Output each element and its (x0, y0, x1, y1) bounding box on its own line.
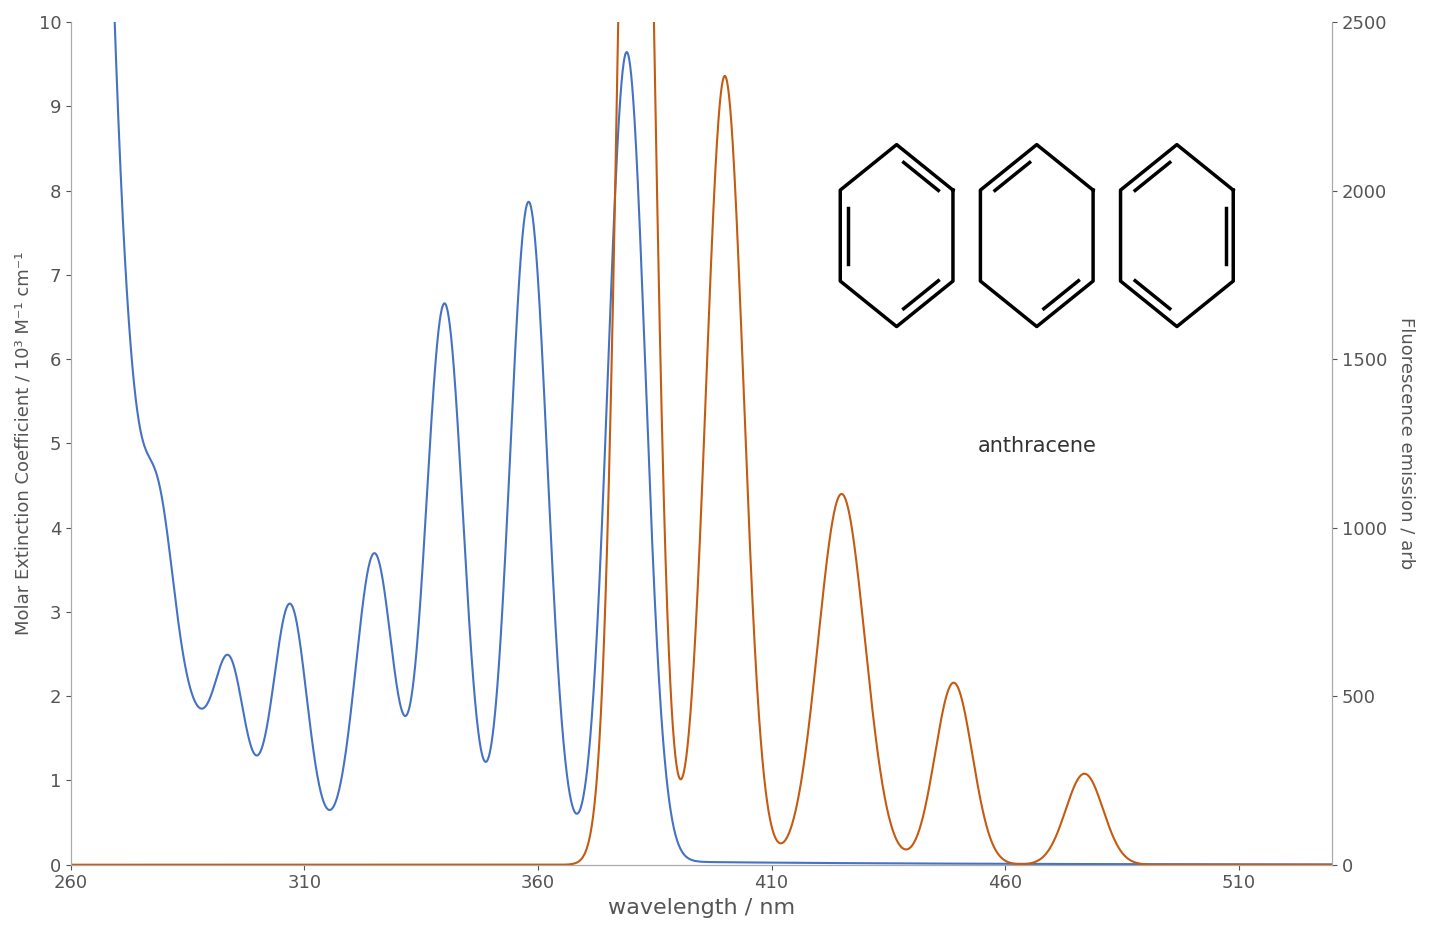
Text: anthracene: anthracene (977, 436, 1097, 455)
Y-axis label: Fluorescence emission / arb: Fluorescence emission / arb (1397, 317, 1416, 569)
X-axis label: wavelength / nm: wavelength / nm (608, 898, 795, 918)
Y-axis label: Molar Extinction Coefficient / 10³ M⁻¹ cm⁻¹: Molar Extinction Coefficient / 10³ M⁻¹ c… (14, 252, 33, 635)
